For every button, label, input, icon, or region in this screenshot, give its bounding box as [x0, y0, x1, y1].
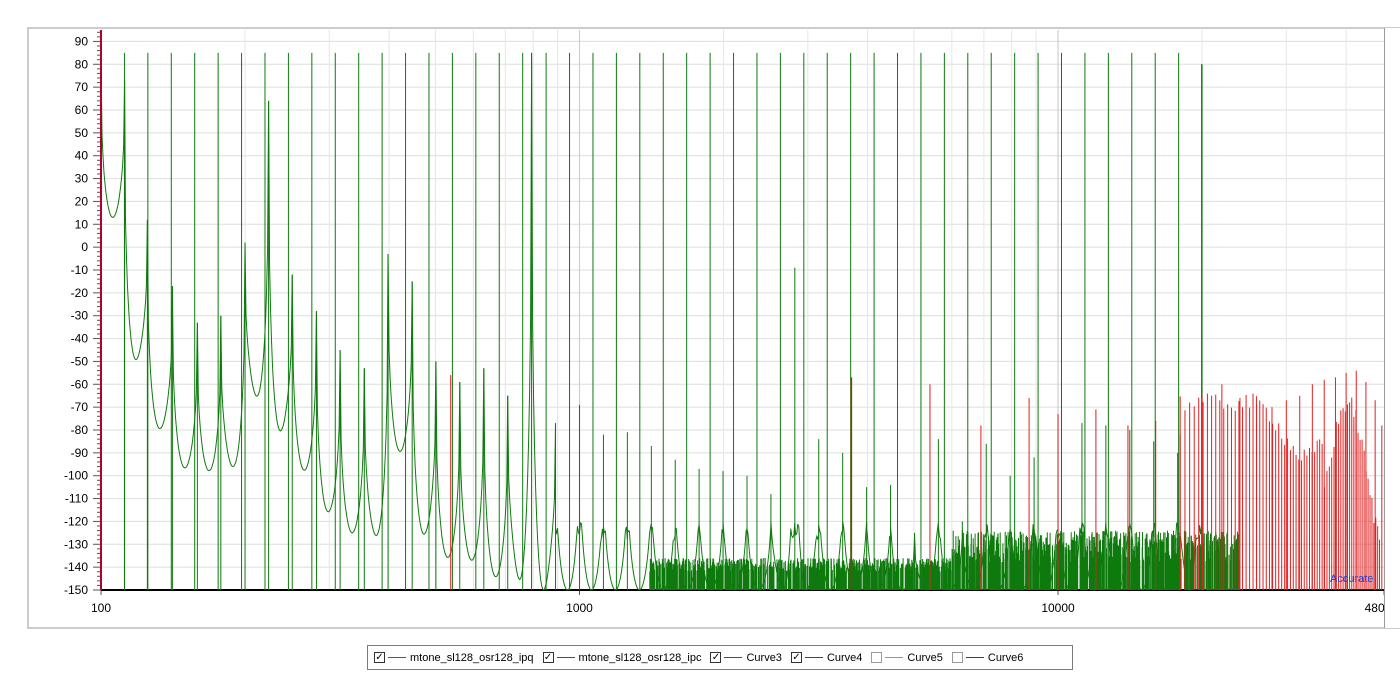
legend-checkbox[interactable] — [871, 652, 883, 663]
legend-swatch — [965, 657, 984, 658]
legend-swatch — [388, 657, 406, 658]
y-tick-label: -10 — [71, 263, 89, 277]
x-axis: 100 1000 10000 48000 — [91, 590, 1398, 615]
y-tick-label: -30 — [71, 309, 89, 323]
legend-swatch — [804, 657, 823, 658]
x-tick-label: 1000 — [566, 601, 593, 615]
legend-swatch — [724, 657, 743, 658]
y-tick-label: -130 — [64, 537, 88, 551]
legend-checkbox[interactable]: ✓ — [542, 652, 554, 663]
x-tick-label: 100 — [91, 601, 111, 615]
y-tick-label: 50 — [75, 126, 89, 140]
y-tick-label: 40 — [75, 149, 89, 163]
legend-item-curve3[interactable]: ✓ Curve3 — [710, 651, 782, 664]
legend-label: mtone_sl128_osr128_ipq — [410, 651, 534, 664]
legend-item-mtone-sl128-osr128-ipc[interactable]: ✓ mtone_sl128_osr128_ipc — [542, 651, 702, 664]
legend-swatch — [885, 657, 904, 658]
legend-item-curve6[interactable]: Curve6 — [951, 651, 1024, 664]
series-ipc-group — [100, 52, 1241, 591]
y-tick-label: 70 — [75, 80, 89, 94]
y-tick-label: -90 — [71, 446, 89, 460]
legend-item-curve5[interactable]: Curve5 — [871, 651, 943, 664]
legend-item-mtone-sl128-osr128-ipq[interactable]: ✓ mtone_sl128_osr128_ipq — [374, 652, 534, 664]
legend-label: mtone_sl128_osr128_ipc — [578, 651, 702, 664]
legend-label: Curve3 — [746, 651, 782, 664]
y-tick-label: -50 — [71, 354, 89, 368]
legend-checkbox[interactable]: ✓ — [790, 652, 802, 663]
legend-label: Curve6 — [987, 651, 1024, 664]
right-panel-edge — [1384, 28, 1400, 628]
y-tick-label: -60 — [71, 377, 89, 391]
legend-label: Curve5 — [907, 651, 943, 664]
y-tick-label: 60 — [75, 103, 89, 117]
legend-label: Curve4 — [826, 651, 863, 664]
y-tick-label: 90 — [75, 34, 89, 48]
legend-swatch — [556, 657, 575, 658]
y-tick-label: 10 — [75, 217, 89, 231]
legend-checkbox[interactable] — [951, 652, 963, 663]
y-tick-label: -40 — [71, 332, 89, 346]
y-tick-label: 80 — [75, 57, 89, 71]
x-tick-label: 10000 — [1041, 601, 1075, 615]
y-tick-label: -100 — [64, 469, 88, 483]
y-tick-label: -140 — [64, 560, 88, 574]
status-label: Accurate — [1330, 573, 1374, 585]
legend-item-curve4[interactable]: ✓ Curve4 — [790, 651, 863, 664]
series-ipq-group — [450, 370, 1383, 590]
legend-checkbox[interactable]: ✓ — [710, 652, 722, 663]
plot-area — [101, 30, 1384, 590]
y-tick-label: -70 — [71, 400, 89, 414]
legend-checkbox[interactable]: ✓ — [374, 652, 385, 663]
y-tick-label: -120 — [64, 514, 88, 528]
y-tick-label: 0 — [81, 240, 88, 254]
y-tick-label: -20 — [71, 286, 89, 300]
y-tick-label: 20 — [75, 194, 89, 208]
y-tick-label: -80 — [71, 423, 89, 437]
chart-legend: ✓ mtone_sl128_osr128_ipq ✓ mtone_sl128_osr1… — [367, 645, 1073, 670]
y-tick-label: 30 — [75, 172, 89, 186]
y-tick-label: -110 — [65, 492, 88, 506]
y-tick-label: -150 — [64, 583, 88, 597]
